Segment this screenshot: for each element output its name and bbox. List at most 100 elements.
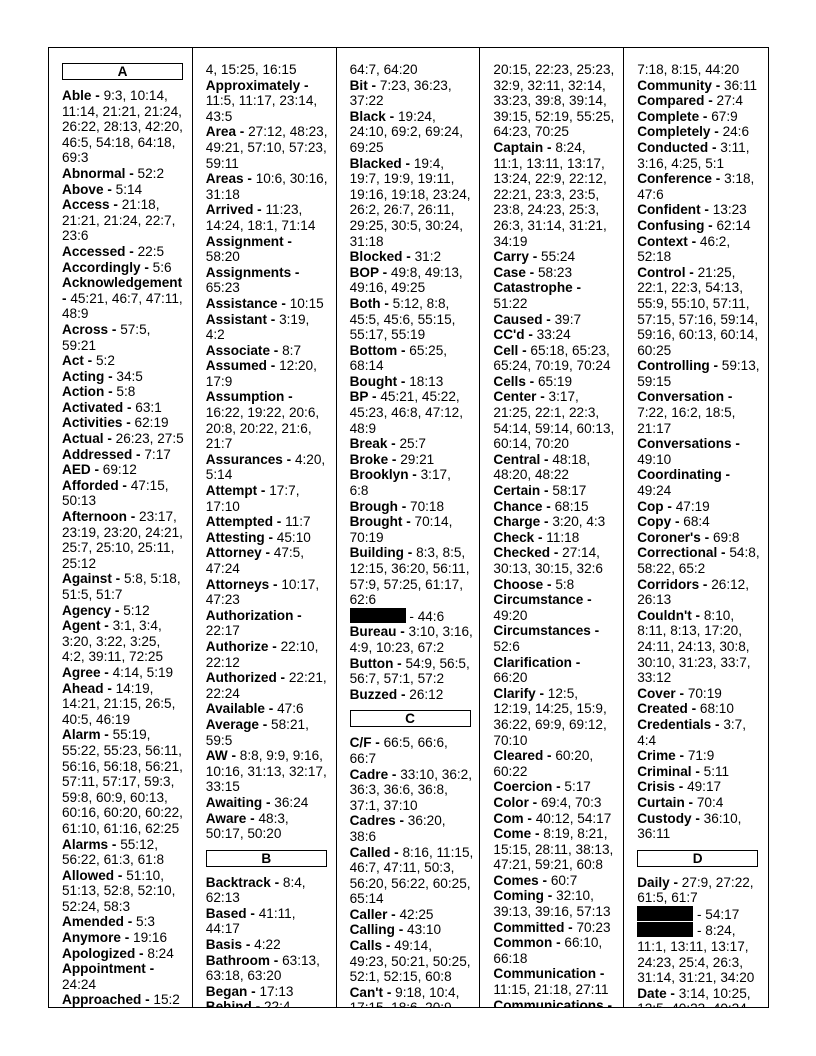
index-term: Curtain: [637, 794, 685, 810]
page-line-references: 7:18, 8:15, 44:20: [637, 62, 740, 77]
page-line-references: 27:4: [716, 93, 743, 109]
page-line-references: 49:14, 49:23, 50:21, 50:25, 52:1, 52:15,…: [349, 938, 471, 985]
index-entry: Corridors - 26:12, 26:13: [637, 576, 750, 608]
word-index-page: A Able - 9:3, 10:14, 11:14, 21:21, 21:24,…: [48, 47, 769, 1008]
page-line-references: 58:17: [552, 483, 587, 499]
index-entry: Certain - 58:17: [493, 483, 587, 499]
page-line-references: 8:24: [147, 945, 174, 961]
index-entry: 64:7, 64:20: [350, 62, 474, 78]
index-term: Communications: [493, 997, 604, 1007]
index-term: Checked: [493, 545, 551, 561]
page-line-references: 26:12: [409, 686, 444, 702]
page-line-references: 33:24: [536, 327, 571, 343]
page-line-references: 22:21, 22:24: [205, 670, 327, 701]
page-line-references: 8:10, 8:11, 8:13, 17:20, 24:11, 24:13, 3…: [637, 607, 751, 686]
page-line-references: 4:20, 5:14: [205, 451, 326, 483]
index-term: Based: [205, 905, 247, 921]
index-entry: 7:18, 8:15, 44:20: [637, 62, 762, 78]
page-line-references: 19:4, 19:7, 19:9, 19:11, 19:16, 19:18, 2…: [349, 155, 471, 249]
index-term: Date: [637, 985, 667, 1001]
index-entry: AW - 8:8, 9:9, 9:16, 10:16, 31:13, 32:17…: [205, 748, 327, 795]
index-entry: Calling - 43:10: [349, 922, 442, 938]
index-entry: Blocked - 31:2: [349, 249, 442, 265]
index-entry: Curtain - 70:4: [637, 794, 724, 810]
index-entry: AED - 69:12: [62, 462, 137, 478]
index-entry: Bought - 18:13: [349, 373, 444, 389]
page-line-references: 33:10, 36:2, 36:3, 36:6, 36:8, 37:1, 37:…: [349, 766, 473, 813]
page-line-references: 24:24: [62, 976, 97, 992]
page-line-references: 8:8, 9:9, 9:16, 10:16, 31:13, 32:17, 33:…: [205, 748, 327, 795]
index-term: Conducted: [637, 139, 709, 155]
page-line-references: 49:24: [637, 483, 672, 499]
index-entry: Cop - 47:19: [637, 498, 710, 514]
page-line-references: 54:9, 56:5, 56:7, 57:1, 57:2: [349, 655, 470, 687]
index-term: Blacked: [349, 155, 402, 171]
index-entry: Created - 68:10: [637, 701, 734, 717]
index-entry: Building - 8:3, 8:5, 12:15, 36:20, 56:11…: [349, 545, 470, 608]
page-line-references: 31:2: [414, 249, 442, 265]
index-term: Com: [493, 810, 524, 826]
index-entry: Confusing - 62:14: [637, 217, 751, 233]
index-entry: Carry - 55:24: [493, 249, 576, 265]
index-term: Approximately: [205, 77, 301, 93]
index-entry: Above - 5:14: [62, 181, 143, 197]
page-line-references: 48:3, 50:17, 50:20: [205, 810, 289, 842]
page-line-references: 60:20, 60:22: [493, 748, 594, 779]
page-line-references: 5:8: [555, 576, 575, 592]
index-term: Caused: [493, 311, 543, 327]
page-line-references: 34:5: [116, 368, 143, 384]
page-line-references: 62:19: [134, 415, 169, 431]
index-entry: - 44:6: [349, 607, 474, 625]
page-line-references: 65:19: [537, 373, 573, 389]
page-line-references: 5:14: [115, 181, 143, 197]
index-entry: Basis - 4:22: [205, 937, 281, 953]
index-entry: Cadres - 36:20, 38:6: [349, 813, 446, 844]
index-term: Correctional: [637, 545, 718, 561]
page-line-references: 43:10: [407, 922, 442, 938]
index-term: Catastrophe: [493, 280, 573, 296]
index-entry: Button - 54:9, 56:5, 56:7, 57:1, 57:2: [349, 655, 470, 687]
page-line-references: 47:6: [277, 701, 304, 717]
page-line-references: 7:17: [144, 446, 171, 462]
index-entry: Communication - 11:15, 21:18, 27:11: [493, 966, 609, 998]
index-term: Cadre: [349, 766, 389, 782]
page-line-references: 60:7: [550, 872, 578, 888]
index-entry: BP - 45:21, 45:22, 45:23, 46:8, 47:12, 4…: [349, 389, 463, 436]
index-entry: Blacked - 19:4, 19:7, 19:9, 19:11, 19:16…: [349, 155, 471, 249]
page-line-references: 26:23, 27:5: [115, 431, 184, 447]
index-term: Activities: [62, 415, 123, 431]
page-line-references: 11:15, 21:18, 27:11: [493, 982, 609, 998]
index-entry: Couldn't - 8:10, 8:11, 8:13, 17:20, 24:1…: [637, 607, 751, 686]
index-entry: Activities - 62:19: [62, 415, 169, 431]
page-line-references: 8:16, 11:15, 46:7, 47:11, 50:3, 56:20, 5…: [349, 844, 474, 907]
index-entry: Alarm - 55:19, 55:22, 55:23, 56:11, 56:1…: [62, 727, 183, 836]
index-term: Conversations: [637, 436, 732, 452]
page-line-references: 41:11, 44:17: [205, 905, 296, 937]
index-entry: Area - 27:12, 48:23, 49:21, 57:10, 57:23…: [205, 124, 328, 171]
index-entry: Access - 21:18, 21:21, 21:24, 22:7, 23:6: [62, 197, 176, 244]
page-line-references: 4, 15:25, 16:15: [205, 62, 297, 77]
index-term: Apologized: [62, 945, 136, 961]
index-term: Bureau: [349, 624, 397, 640]
page-line-references: 49:10: [637, 451, 672, 467]
index-term: Accessed: [62, 243, 126, 259]
index-term: Act: [62, 353, 84, 369]
index-term: Anymore: [62, 930, 121, 946]
index-term: Awaiting: [205, 794, 263, 810]
index-entry: CC'd - 33:24: [493, 327, 571, 343]
page-line-references: 12:20, 17:9: [205, 358, 317, 389]
index-entry: Apologized - 8:24: [62, 945, 174, 961]
index-term: Attorney: [205, 545, 262, 561]
page-line-references: 12:5, 12:19, 14:25, 15:9, 36:22, 69:9, 6…: [493, 685, 607, 748]
page-line-references: 22:17: [205, 623, 240, 639]
index-term: Appointment: [62, 961, 146, 977]
page-line-references: 7:22, 16:2, 18:5, 21:17: [637, 405, 736, 436]
index-term: Calling: [349, 922, 395, 938]
page-line-references: 25:7: [399, 436, 426, 452]
index-entry: Credentials - 3:7, 4:4: [637, 716, 747, 748]
index-entry: Assignments - 65:23: [205, 264, 300, 296]
index-term: Cleared: [493, 748, 544, 764]
index-term: Color: [493, 794, 529, 810]
index-entry: Assumption - 16:22, 19:22, 20:6, 20:8, 2…: [205, 389, 320, 452]
index-term: Coroner's: [637, 529, 701, 545]
